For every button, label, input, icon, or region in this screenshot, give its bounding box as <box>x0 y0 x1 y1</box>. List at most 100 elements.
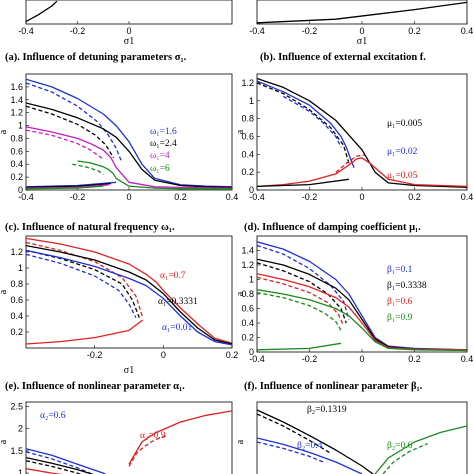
y-tick-label: 0.8 <box>241 289 254 299</box>
y-tick-label: 0.6 <box>241 131 254 141</box>
x-tick-label: 0.2 <box>408 26 421 36</box>
series-line-black <box>26 0 58 23</box>
x-axis-label: σ1 <box>357 36 367 47</box>
series-line-red-dashed <box>128 434 168 467</box>
legend-label: β₂=0.6 <box>387 441 413 451</box>
panel-g: 1 1.5 2 2.5 a α₂=0.6 α₂=0.9 <box>0 396 237 474</box>
series-line-green <box>257 342 342 351</box>
series-line-black-dashed <box>257 262 347 324</box>
x-tick-label: -0.2 <box>87 350 103 360</box>
plot-frame <box>25 73 233 191</box>
y-tick-label: 0.2 <box>10 172 23 182</box>
x-axis-label: σ1 <box>124 365 134 376</box>
legend-label: ω₁=4 <box>150 151 170 161</box>
caption-e: (e). Influence of nonlinear parameter α₁… <box>5 381 185 392</box>
caption-d: (d). Influence of damping coefficient μ₁… <box>244 222 421 233</box>
y-tick-label: 1.4 <box>10 95 23 105</box>
y-axis-label: a <box>0 289 9 294</box>
y-tick-label: 0.8 <box>10 279 23 289</box>
series-line-red <box>26 237 232 344</box>
series-line-red-dashed <box>257 276 345 327</box>
series-line-red <box>257 157 467 188</box>
panel-e: -0.2 0 0.2 0.2 0.4 0.6 0.8 1 1.2 σ1 a α₁=0.7 α₁=0.33… <box>0 232 238 382</box>
legend-label: α₂=0.9 <box>140 431 166 441</box>
series-line-green <box>374 425 467 474</box>
y-axis-label: a <box>235 439 246 444</box>
y-tick-label: 0.8 <box>10 133 23 143</box>
y-tick-label: 0.4 <box>10 311 23 321</box>
y-tick-label: 0 <box>249 347 254 357</box>
series-line-blue <box>257 80 355 168</box>
y-axis-label: a <box>235 129 246 134</box>
x-tick-label: 0 <box>161 350 166 360</box>
legend-label: ω₁=1.6 <box>150 127 177 137</box>
series-line-green <box>77 160 232 190</box>
x-tick-label: -0.2 <box>70 26 86 36</box>
panel-h: a β₂=0.1319 β₂=0.4 β₂=0.6 <box>235 396 474 474</box>
series-line-blue-dashed <box>26 253 137 318</box>
legend-label: μ₁=0.005 <box>387 119 422 129</box>
series-line-red-dashed <box>26 241 144 318</box>
series-line-black <box>257 77 467 188</box>
panel-f: -0.4 -0.2 0 0.2 0.4 0 0.2 0.4 0.6 0.8 1 1.2 1.4 a β₁=0… <box>235 232 474 382</box>
series-line-blue-dashed <box>26 82 122 162</box>
y-tick-label: 1 <box>249 275 254 285</box>
x-tick-label: -0.2 <box>70 192 86 202</box>
y-tick-label: 0.4 <box>241 149 254 159</box>
legend-label: α₁=0.3331 <box>158 297 198 307</box>
series-line-blue <box>26 78 232 188</box>
x-tick-label: -0.4 <box>249 192 265 202</box>
legend-label: ω₁=6 <box>150 164 170 174</box>
y-tick-label: 0.6 <box>10 295 23 305</box>
y-tick-label: 1.4 <box>241 246 254 256</box>
legend-label: β₁=0.1 <box>387 265 413 275</box>
x-tick-label: 0 <box>126 26 131 36</box>
series-line-black <box>257 409 375 474</box>
plot-frame <box>25 235 233 349</box>
x-tick-label: 0.4 <box>461 192 474 202</box>
caption-b: (b). Influence of external excitation f. <box>260 52 426 63</box>
y-axis-label: a <box>0 129 9 134</box>
legend-label: μ₁=0.02 <box>387 147 418 157</box>
x-tick-label: -0.4 <box>18 192 34 202</box>
legend-label: μ₁=0.05 <box>387 171 418 181</box>
legend-label: β₁=0.6 <box>387 297 413 307</box>
series-line-blue <box>26 249 232 346</box>
series-line-blue-dashed <box>257 441 326 464</box>
x-tick-label: 0.4 <box>226 192 239 202</box>
plot-frame <box>256 0 468 25</box>
legend-label: β₂=0.4 <box>297 441 323 451</box>
series-line-green <box>26 185 104 190</box>
series-line-blue-dashed <box>257 244 350 320</box>
x-axis-label: σ1 <box>124 36 134 47</box>
y-tick-label: 2 <box>18 424 23 434</box>
panel-b: -0.4 -0.2 0 0.2 0.4 σ1 <box>237 0 474 50</box>
y-axis-label: a <box>0 439 9 444</box>
series-line-red <box>128 410 232 465</box>
x-tick-label: 0.2 <box>174 192 187 202</box>
series-line-green-dashed <box>72 163 104 176</box>
series-line-black-dashed <box>257 413 331 454</box>
x-tick-label: -0.4 <box>249 354 265 364</box>
y-tick-label: 1.2 <box>241 78 254 88</box>
legend-label: β₂=0.1319 <box>307 405 347 415</box>
caption-a: (a). Influence of detuning parameters σ₁… <box>5 52 187 63</box>
x-tick-label: 0 <box>126 192 131 202</box>
y-tick-label: 0.6 <box>241 304 254 314</box>
x-tick-label: 0.2 <box>408 354 421 364</box>
series-line-red <box>257 273 467 351</box>
y-tick-label: 0.2 <box>241 333 254 343</box>
y-tick-label: 0.6 <box>10 146 23 156</box>
x-tick-label: 0 <box>359 26 364 36</box>
x-tick-label: -0.4 <box>18 26 34 36</box>
y-tick-label: 1.6 <box>10 82 23 92</box>
x-tick-label: -0.2 <box>302 192 318 202</box>
y-tick-label: 1.2 <box>10 247 23 257</box>
y-tick-label: 2.5 <box>10 401 23 411</box>
y-axis-label: a <box>235 291 246 296</box>
x-tick-label: -0.2 <box>302 354 318 364</box>
legend-label: ω₁=2.4 <box>150 139 177 149</box>
x-tick-label: 0.4 <box>461 354 474 364</box>
y-tick-label: 0.2 <box>241 167 254 177</box>
x-tick-label: -0.4 <box>249 26 265 36</box>
